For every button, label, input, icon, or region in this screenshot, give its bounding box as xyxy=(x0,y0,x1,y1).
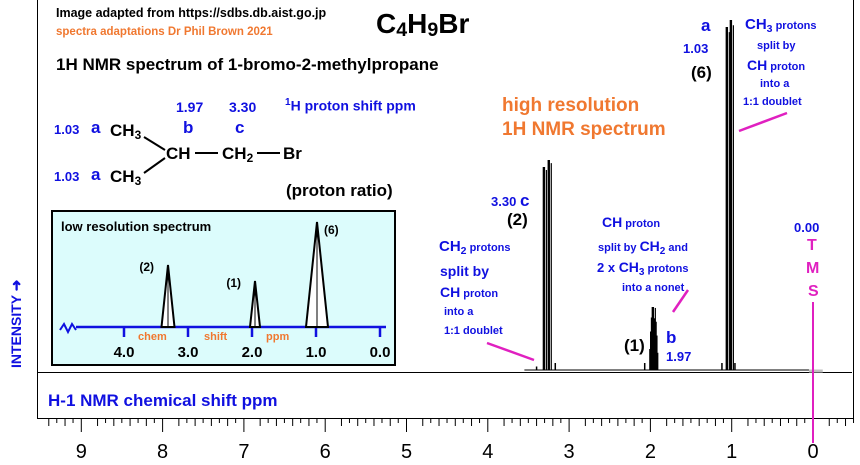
methyl-bottom-shift: 1.03 xyxy=(54,169,80,184)
a-desc-1: CH3 protons xyxy=(745,16,817,35)
x-tick-label: 6 xyxy=(320,441,331,463)
x-tick-label: 8 xyxy=(157,441,168,463)
a-shift: 1.03 xyxy=(683,41,709,56)
axis-band-divider xyxy=(37,372,852,373)
inset-axis-ppm: ppm xyxy=(266,331,290,343)
inset-axis-shift: shift xyxy=(204,331,228,343)
x-tick-label: 1 xyxy=(726,441,737,463)
a-letter: a xyxy=(701,16,711,35)
inset-peak-label: (2) xyxy=(139,260,154,274)
x-tick-label: 5 xyxy=(401,441,412,463)
b-desc-2: split by CH2 and xyxy=(598,238,688,257)
source-credit: Image adapted from https://sdbs.db.aist.… xyxy=(56,6,327,20)
c-desc-4: into a xyxy=(444,306,474,318)
inset-peak-label: (1) xyxy=(226,276,241,290)
c-desc-2: split by xyxy=(440,263,490,279)
inset-title: low resolution spectrum xyxy=(61,219,212,234)
a-desc-5: 1:1 doublet xyxy=(743,96,802,108)
x-tick-label: 3 xyxy=(564,441,575,463)
molecular-formula: C4H9Br xyxy=(376,8,470,41)
tms-letter-s: S xyxy=(808,283,819,300)
proton-ratio-note: (proton ratio) xyxy=(286,181,393,200)
proton-shift-header: 1H proton shift ppm xyxy=(285,97,416,114)
label-a-bottom: a xyxy=(91,165,101,184)
methyl-top: CH3 xyxy=(110,121,142,142)
b-ratio: (1) xyxy=(624,336,645,355)
c-desc-1: CH2 protons xyxy=(439,238,511,257)
methyl-bottom: CH3 xyxy=(110,167,142,188)
bromine-atom: Br xyxy=(283,144,302,163)
inset-tick-label: 1.0 xyxy=(306,344,327,361)
x-tick-label: 9 xyxy=(76,441,87,463)
c-desc-5: 1:1 doublet xyxy=(444,325,503,337)
b-pointer-line xyxy=(671,289,690,313)
inset-tick-label: 3.0 xyxy=(178,344,199,361)
b-letter: b xyxy=(666,328,677,347)
c-pointer-line xyxy=(486,341,535,362)
a-ratio: (6) xyxy=(691,63,712,82)
inset-tick-label: 0.0 xyxy=(370,344,391,361)
inset-tick-label: 2.0 xyxy=(242,344,263,361)
c-ratio: (2) xyxy=(507,210,528,229)
label-a-top: a xyxy=(91,118,101,137)
plot-frame xyxy=(37,0,854,419)
a-desc-3: CH proton xyxy=(747,57,806,73)
b-desc-4: into a nonet xyxy=(622,282,685,294)
inset-peak-label: (6) xyxy=(324,223,339,237)
b-desc-3: 2 x CH3 protons xyxy=(597,259,689,278)
inset-tick-label: 4.0 xyxy=(114,344,135,361)
x-tick-label: 0 xyxy=(807,441,818,463)
c-desc-3: CH proton xyxy=(440,284,499,300)
x-axis-label: H-1 NMR chemical shift ppm xyxy=(48,391,278,410)
methylene-group: CH2 xyxy=(222,144,254,165)
tms-letter-t: T xyxy=(807,237,817,254)
b-shift: 1.97 xyxy=(666,349,692,364)
methine-group: CH xyxy=(166,144,191,163)
x-tick-label: 2 xyxy=(645,441,656,463)
shift-b-header: 1.97 xyxy=(176,99,204,115)
low-resolution-inset: low resolution spectrum chem shift ppm xyxy=(51,210,396,366)
a-desc-2: split by xyxy=(757,40,796,52)
label-c: c xyxy=(235,118,245,137)
page-title: 1H NMR spectrum of 1-bromo-2-methylpropa… xyxy=(56,55,439,74)
x-tick-label: 7 xyxy=(238,441,249,463)
subtitle-line-1: high resolution xyxy=(502,95,640,116)
subtitle-line-2: 1H NMR spectrum xyxy=(502,119,666,140)
c-shift-label: 3.30 c xyxy=(491,191,530,210)
tms-shift: 0.00 xyxy=(794,220,820,235)
tms-letter-m: M xyxy=(806,260,820,277)
label-b: b xyxy=(183,118,194,137)
adaptation-credit: spectra adaptations Dr Phil Brown 2021 xyxy=(56,26,273,38)
inset-axis-chem: chem xyxy=(138,331,167,343)
x-tick-label: 4 xyxy=(482,441,493,463)
inset-axis-break-icon xyxy=(59,322,77,335)
shift-c-header: 3.30 xyxy=(229,99,257,115)
a-pointer-line xyxy=(738,111,788,133)
a-desc-4: into a xyxy=(760,78,790,90)
b-desc-1: CH proton xyxy=(602,214,661,230)
methyl-top-shift: 1.03 xyxy=(54,122,80,137)
